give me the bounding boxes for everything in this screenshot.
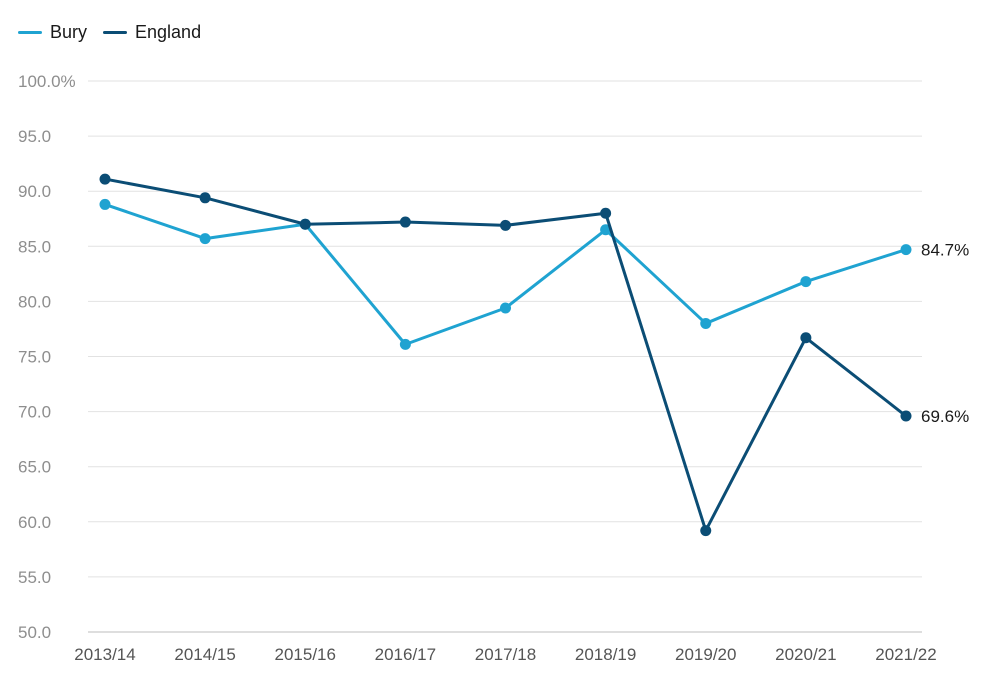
- data-point[interactable]: [600, 207, 612, 219]
- data-point[interactable]: [99, 173, 111, 185]
- data-point[interactable]: [800, 332, 812, 344]
- data-point[interactable]: [900, 410, 912, 422]
- data-point[interactable]: [99, 198, 111, 210]
- legend: Bury England: [18, 22, 201, 43]
- y-axis: 100.0% 95.0 90.0 85.0 80.0 75.0 70.0 65.0 60.0 55…: [18, 72, 76, 642]
- x-tick-label: 2021/22: [875, 645, 936, 664]
- x-tick-label: 2020/21: [775, 645, 836, 664]
- x-tick-label: 2015/16: [275, 645, 336, 664]
- legend-item-bury[interactable]: Bury: [18, 22, 87, 43]
- data-point[interactable]: [199, 233, 211, 245]
- y-tick-label: 80.0: [18, 292, 51, 311]
- y-tick-label: 100.0%: [18, 72, 76, 91]
- x-tick-label: 2014/15: [174, 645, 235, 664]
- legend-label-bury: Bury: [50, 22, 88, 42]
- data-point[interactable]: [399, 216, 411, 228]
- x-axis: 2013/14 2014/15 2015/16 2016/17 2017/18 2018/…: [74, 645, 936, 664]
- x-tick-label: 2017/18: [475, 645, 536, 664]
- y-tick-label: 85.0: [18, 237, 51, 256]
- y-tick-label: 55.0: [18, 568, 51, 587]
- y-tick-label: 65.0: [18, 458, 51, 477]
- y-tick-label: 95.0: [18, 127, 51, 146]
- data-point[interactable]: [700, 317, 712, 329]
- series-group: 84.7% 69.6%: [99, 173, 969, 537]
- series-england: 69.6%: [99, 173, 969, 537]
- data-point[interactable]: [700, 525, 712, 537]
- data-point[interactable]: [900, 244, 912, 256]
- y-tick-label: 75.0: [18, 348, 51, 367]
- series-line: [103, 177, 908, 533]
- data-point[interactable]: [500, 219, 511, 231]
- data-point[interactable]: [199, 192, 211, 204]
- grid: [88, 80, 922, 633]
- data-point[interactable]: [800, 276, 812, 288]
- end-data-label: 84.7%: [921, 241, 969, 260]
- y-tick-label: 70.0: [18, 403, 51, 422]
- legend-label-england: England: [135, 22, 202, 42]
- x-tick-label: 2013/14: [74, 645, 135, 664]
- x-tick-label: 2018/19: [575, 645, 636, 664]
- legend-swatch-england: [103, 31, 128, 34]
- x-tick-label: 2019/20: [675, 645, 736, 664]
- data-point[interactable]: [399, 338, 411, 350]
- y-tick-label: 60.0: [18, 513, 51, 532]
- data-point[interactable]: [299, 218, 311, 230]
- series-bury: 84.7%: [99, 198, 969, 350]
- data-point[interactable]: [500, 302, 511, 314]
- end-data-label: 69.6%: [921, 407, 969, 426]
- legend-swatch-bury: [18, 31, 42, 34]
- y-tick-label: 90.0: [18, 182, 51, 201]
- legend-item-england[interactable]: England: [103, 22, 201, 43]
- x-tick-label: 2016/17: [375, 645, 436, 664]
- data-point[interactable]: [600, 224, 612, 236]
- y-tick-label: 50.0: [18, 623, 51, 642]
